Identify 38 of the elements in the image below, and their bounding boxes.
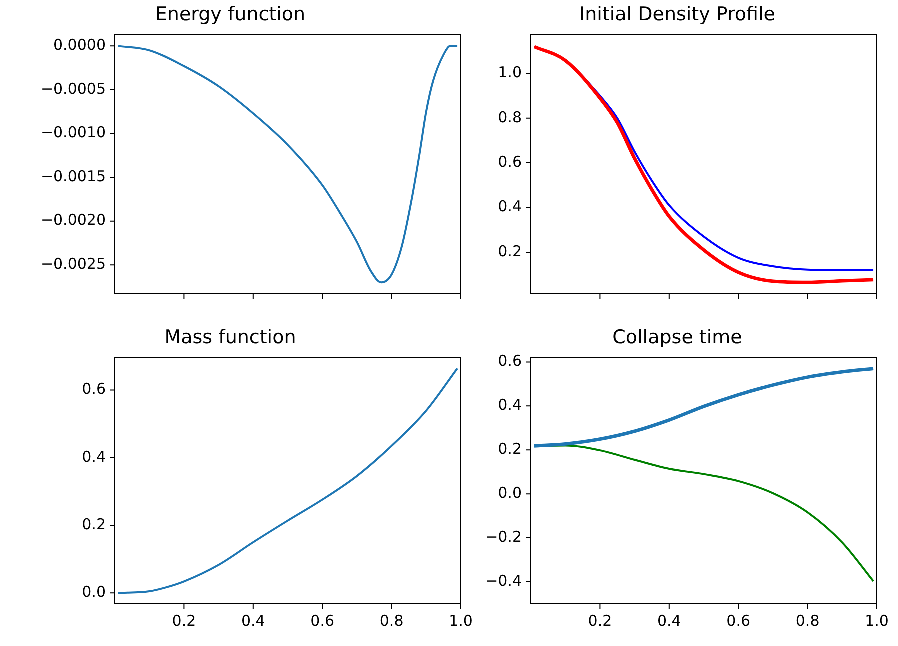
x-tick-label: 0.4: [241, 612, 266, 630]
x-tick-label: 0.8: [380, 612, 404, 630]
x-tick-label: 0.6: [310, 612, 335, 630]
y-tick-label: 0.8: [498, 108, 522, 126]
chart-title: Initial Density Profile: [580, 3, 776, 26]
line-series: [532, 367, 876, 448]
y-tick-label: 0.2: [498, 440, 522, 458]
chart-title: Energy function: [155, 3, 306, 26]
y-tick-label: 0.6: [498, 352, 522, 370]
y-tick-label: −0.2: [486, 528, 522, 546]
y-tick-label: −0.0010: [40, 124, 106, 142]
x-tick-label: 0.2: [172, 612, 196, 630]
line-series: [117, 368, 459, 594]
y-tick-label: 0.4: [82, 448, 106, 466]
y-tick-label: 0.0: [498, 484, 522, 502]
x-tick-label: 1.0: [865, 612, 889, 630]
y-tick-label: 1.0: [498, 64, 522, 82]
y-tick-label: −0.0020: [40, 211, 106, 230]
x-tick-label: 1.0: [449, 612, 473, 630]
x-tick-label: 0.8: [796, 612, 820, 630]
y-tick-label: 0.6: [498, 152, 522, 171]
y-tick-label: 0.2: [82, 515, 106, 534]
y-tick-label: 0.6: [82, 380, 106, 398]
x-tick-label: 0.2: [588, 612, 612, 630]
y-tick-label: −0.4: [486, 572, 522, 590]
y-tick-label: 0.4: [498, 396, 522, 414]
chart-title: Mass function: [164, 326, 296, 348]
x-tick-label: 0.6: [726, 612, 751, 630]
line-series: [117, 45, 459, 284]
y-tick-label: 0.0: [82, 583, 106, 602]
y-tick-label: −0.0015: [40, 167, 106, 186]
y-tick-label: −0.0025: [40, 254, 106, 273]
y-tick-label: −0.0005: [40, 80, 106, 98]
y-tick-label: 0.2: [498, 242, 522, 260]
y-tick-label: 0.0000: [54, 36, 106, 54]
x-tick-label: 0.4: [657, 612, 682, 630]
y-tick-label: 0.4: [498, 198, 522, 216]
chart-title: Collapse time: [612, 326, 742, 348]
